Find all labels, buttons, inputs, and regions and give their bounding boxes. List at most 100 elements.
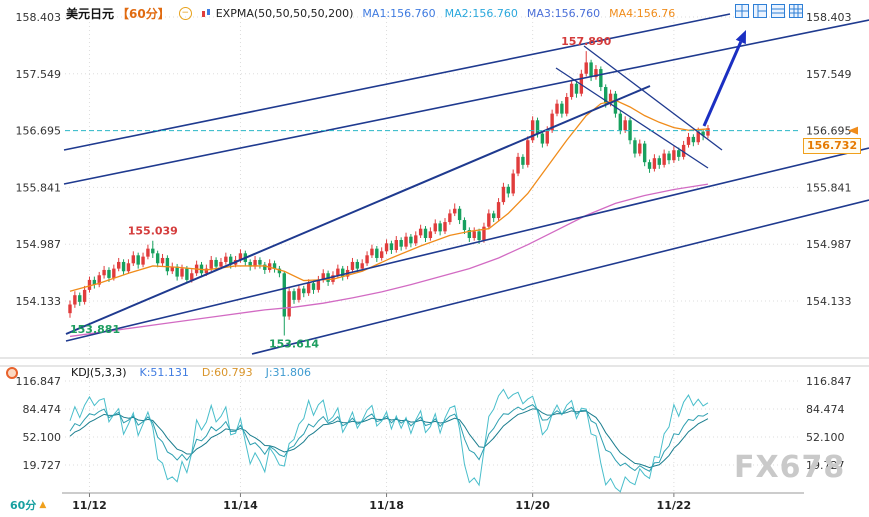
candle-body: [686, 136, 691, 145]
candle-body: [516, 156, 520, 174]
candle-body: [277, 268, 282, 274]
kdj-axis-label-right: 52.100: [806, 431, 845, 444]
price-axis-label-right: 156.695: [806, 125, 852, 138]
candle-body: [389, 243, 394, 250]
candle-body: [272, 263, 277, 269]
candle-body: [360, 263, 364, 269]
candle-body: [214, 259, 218, 267]
candle-body: [336, 268, 340, 276]
candle-body: [258, 259, 262, 265]
candle-body: [384, 243, 389, 252]
layout-rows-icon[interactable]: [771, 3, 785, 18]
period-badge: 【60分】: [117, 7, 170, 21]
minus-circle-icon[interactable]: −: [178, 7, 192, 20]
candle-body: [68, 304, 72, 314]
candle-body: [414, 235, 418, 244]
candle-body: [696, 131, 700, 143]
trendline[interactable]: [555, 67, 709, 169]
candle-body: [131, 255, 136, 264]
price-axis-label-left: 155.841: [16, 181, 62, 194]
candle-body: [438, 223, 442, 232]
candle-body: [263, 264, 267, 270]
trendline[interactable]: [63, 19, 869, 185]
trendline[interactable]: [63, 13, 731, 151]
candle-body: [662, 153, 666, 165]
candle-body: [574, 83, 579, 94]
candle-body: [350, 261, 355, 270]
candle-body: [394, 240, 398, 250]
ma3-value: MA3:156.760: [526, 7, 601, 20]
candle-body: [321, 273, 325, 280]
candle-body: [642, 143, 647, 163]
candle-body: [423, 228, 428, 239]
price-axis-label-right: 154.987: [806, 238, 852, 251]
kdj-axis-label-left: 116.847: [16, 375, 62, 388]
left-arrow-marker-icon: [848, 126, 858, 135]
kdj-k-value: K:51.131: [139, 366, 189, 379]
indicator-title[interactable]: EXPMA(50,50,50,50,200): [215, 7, 354, 20]
kdj-j-value: J:31.806: [265, 366, 312, 379]
candle-body: [681, 144, 686, 157]
candle-body: [457, 208, 462, 221]
price-axis-label-left: 157.549: [16, 68, 62, 81]
layout-grid-3x3-icon[interactable]: [789, 3, 803, 18]
chart-header: 美元日元 【60分】 − EXPMA(50,50,50,50,200) MA1:…: [66, 5, 675, 22]
trendline[interactable]: [65, 147, 869, 342]
candle-body: [292, 291, 296, 300]
candle-body: [608, 93, 613, 104]
layout-grid-2x2-icon[interactable]: [735, 3, 749, 18]
candle-body: [141, 256, 145, 265]
candle-body: [677, 150, 681, 157]
ema-slow-line: [69, 183, 709, 338]
trendline[interactable]: [65, 85, 651, 335]
date-label: 11/12: [72, 499, 107, 512]
kdj-title[interactable]: KDJ(5,3,3): [71, 366, 127, 379]
candle-body: [375, 248, 379, 258]
candle-body: [472, 231, 476, 239]
timeframe-label: 60分: [10, 499, 37, 512]
candle-body: [204, 268, 209, 274]
candle-body: [448, 213, 452, 223]
candle-body: [355, 261, 360, 269]
candle-body: [121, 261, 126, 272]
candle-body: [78, 295, 82, 302]
trendline[interactable]: [583, 45, 723, 151]
candle-body: [647, 162, 652, 169]
candle-body: [584, 62, 588, 74]
candle-body: [136, 255, 140, 265]
candle-body: [433, 223, 437, 232]
candle-body: [594, 69, 598, 78]
candle-body: [511, 173, 515, 194]
candle-body: [487, 213, 491, 227]
candle-body: [652, 158, 657, 169]
candle-body: [443, 222, 447, 232]
candle-body: [180, 268, 184, 277]
candle-body: [365, 255, 369, 264]
candle-body: [341, 268, 345, 277]
price-axis-label-right: 154.133: [806, 295, 852, 308]
candle-body: [418, 228, 423, 236]
candle-body: [482, 226, 486, 241]
layout-columns-icon[interactable]: [753, 3, 767, 18]
indicator-settings-icon[interactable]: [6, 366, 18, 379]
candle-body: [287, 291, 291, 317]
candle-body: [185, 268, 189, 280]
candle-body: [501, 186, 506, 203]
candle-body: [146, 248, 150, 257]
price-axis-label-left: 158.403: [16, 11, 62, 24]
kdj-axis-label-right: 19.727: [806, 459, 845, 472]
kdj-d-line: [69, 408, 709, 469]
price-annotation: 153.881: [70, 323, 120, 336]
candlestick-mini-icon: [201, 8, 212, 19]
candle-body: [599, 69, 603, 88]
candle-body: [701, 131, 705, 136]
timeframe-footer[interactable]: 60分 ▲: [10, 497, 46, 513]
trendline[interactable]: [251, 199, 869, 355]
candle-body: [706, 128, 710, 136]
candle-body: [526, 140, 530, 165]
current-price-tag: 156.732: [803, 138, 862, 154]
date-label: 11/22: [657, 499, 692, 512]
candle-body: [672, 150, 676, 161]
kdj-k-line: [69, 404, 709, 472]
